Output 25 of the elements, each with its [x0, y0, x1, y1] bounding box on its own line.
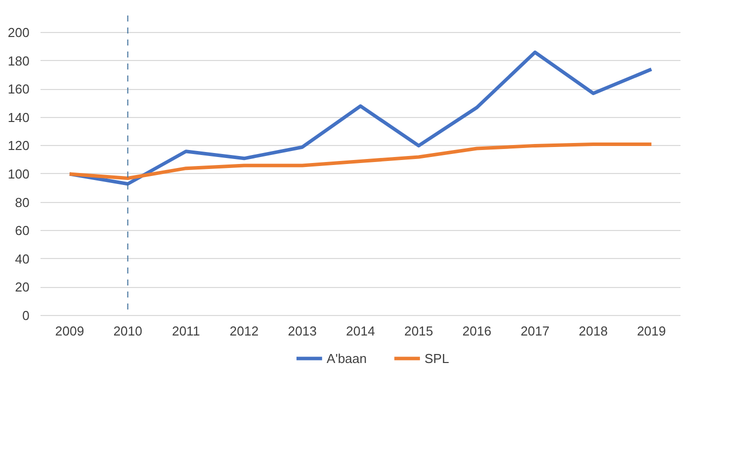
- x-tick-label: 2011: [172, 324, 200, 338]
- y-tick-label: 100: [8, 166, 30, 182]
- y-tick-label: 80: [15, 194, 30, 210]
- x-tick-label: 2015: [404, 324, 434, 338]
- x-tick-label: 2009: [55, 324, 84, 338]
- legend-label: A'baan: [326, 351, 367, 366]
- y-tick-label: 60: [15, 223, 30, 238]
- y-tick-label: 140: [8, 110, 30, 125]
- x-tick-label: 2019: [636, 324, 666, 338]
- x-tick-label: 2018: [578, 324, 608, 338]
- x-tick-label: 2014: [346, 324, 375, 338]
- line-series: [68, 142, 654, 180]
- x-tick-label: 2016: [462, 324, 492, 338]
- x-tick-label: 2017: [520, 324, 550, 338]
- y-tick-label: 20: [15, 280, 30, 295]
- legend-label: SPL: [424, 351, 450, 366]
- y-tick-label: 120: [8, 138, 30, 154]
- y-tick-label: 200: [8, 24, 30, 40]
- x-tick-label: 2013: [288, 324, 317, 338]
- y-tick-label: 160: [8, 82, 30, 97]
- x-tick-label: 2012: [230, 324, 259, 338]
- y-tick-label: 40: [15, 251, 30, 266]
- y-tick-label: 0: [22, 308, 30, 323]
- x-tick-label: 2010: [113, 324, 142, 338]
- y-tick-label: 180: [8, 53, 30, 68]
